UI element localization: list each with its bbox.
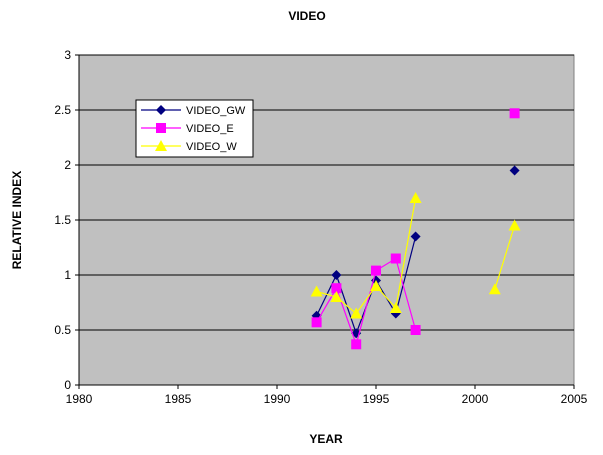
data-point — [509, 108, 520, 119]
y-tick-label: 1 — [64, 268, 71, 282]
series-line — [316, 257, 417, 347]
y-axis-ticks: 0 0.5 1 1.5 2 2.5 3 — [54, 48, 79, 392]
legend-label: VIDEO_W — [186, 141, 237, 153]
x-tick-label: 1980 — [66, 392, 93, 406]
data-point — [331, 270, 342, 280]
legend: VIDEO_GW VIDEO_E VIDEO_W — [135, 99, 254, 158]
y-tick-label: 0.5 — [54, 323, 71, 337]
series-video-e — [311, 108, 520, 350]
y-tick-label: 3 — [64, 48, 71, 62]
legend-label: VIDEO_E — [186, 123, 234, 135]
legend-marker — [156, 123, 166, 133]
x-tick-label: 1990 — [264, 392, 291, 406]
data-point — [508, 219, 521, 231]
x-tick-label: 1985 — [165, 392, 192, 406]
x-tick-label: 1995 — [363, 392, 390, 406]
y-tick-label: 1.5 — [54, 213, 71, 227]
data-point — [311, 317, 322, 328]
y-tick-label: 2.5 — [54, 103, 71, 117]
data-point — [410, 325, 421, 335]
data-point — [331, 283, 342, 294]
series-line — [316, 197, 417, 315]
y-tick-label: 2 — [64, 158, 71, 172]
data-point — [390, 253, 401, 264]
data-point — [351, 339, 362, 350]
series-video-w — [310, 192, 521, 319]
chart-title: VIDEO — [288, 9, 325, 23]
data-point — [330, 291, 343, 302]
data-point — [389, 302, 402, 313]
legend-label: VIDEO_GW — [186, 105, 246, 117]
data-point — [350, 307, 363, 319]
data-point — [488, 283, 501, 295]
data-point — [370, 280, 382, 291]
x-tick-label: 2005 — [561, 392, 588, 406]
x-axis-label: YEAR — [309, 432, 343, 446]
data-point — [310, 285, 323, 297]
legend-marker — [156, 105, 166, 115]
y-tick-label: 0 — [64, 378, 71, 392]
data-point — [410, 231, 421, 242]
series-line — [494, 225, 516, 290]
legend-marker — [155, 140, 167, 151]
series-group — [310, 108, 521, 350]
data-point — [409, 192, 422, 203]
data-point — [509, 165, 520, 176]
x-axis-ticks: 1980 1985 1990 1995 2000 2005 — [66, 385, 588, 406]
y-axis-label: RELATIVE INDEX — [10, 171, 24, 269]
x-tick-label: 2000 — [462, 392, 489, 406]
data-point — [371, 265, 381, 276]
